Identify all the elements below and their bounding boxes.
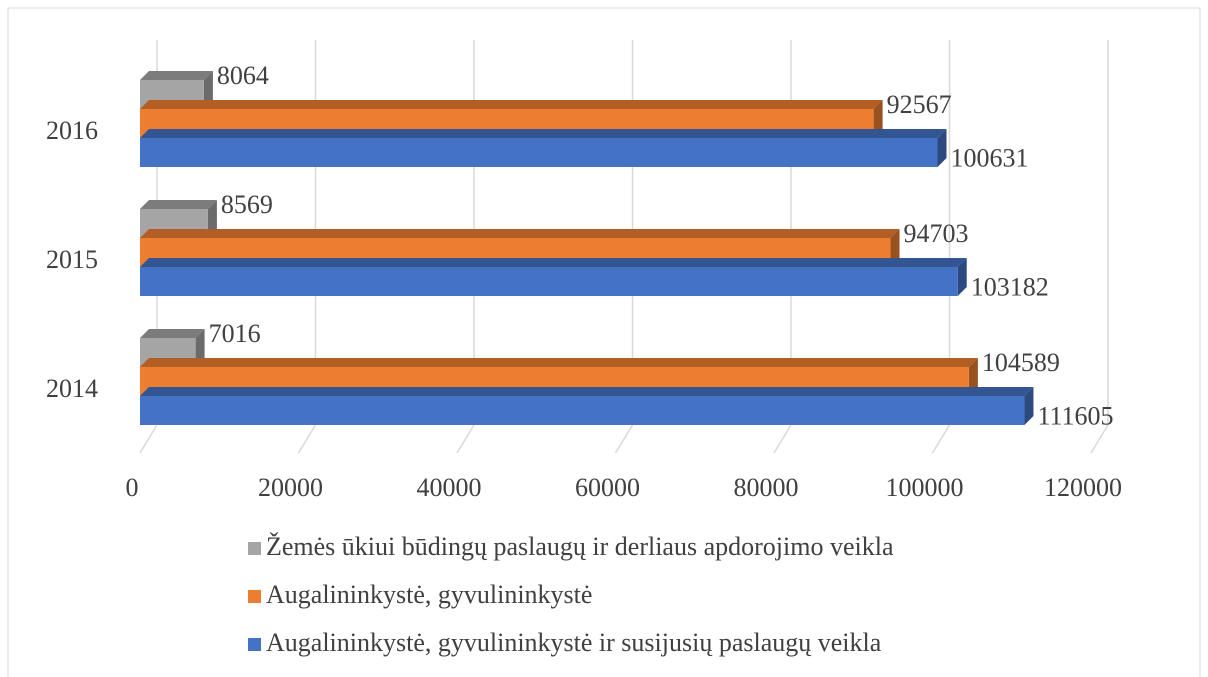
floor-grid-line xyxy=(773,424,792,454)
bar-side-face xyxy=(873,100,883,138)
x-tick-label: 100000 xyxy=(886,473,964,502)
x-tick-label: 20000 xyxy=(258,473,323,502)
data-label: 104589 xyxy=(982,348,1060,377)
legend-label: Augalininkystė, gyvulininkystė xyxy=(266,580,592,609)
bar-top-face xyxy=(140,200,217,209)
floor-grid-line xyxy=(1090,424,1109,454)
y-tick-label: 2015 xyxy=(46,245,98,274)
bar-top-face xyxy=(140,129,947,138)
legend-swatch xyxy=(248,542,261,555)
floor-grid-line xyxy=(297,424,317,454)
legend-swatch xyxy=(248,590,261,603)
bar-side-face xyxy=(207,200,217,238)
bar-side-face xyxy=(968,358,978,396)
floor-grid-line xyxy=(456,424,475,454)
x-tick-label: 60000 xyxy=(575,473,640,502)
floor-grid-line xyxy=(931,424,951,454)
legend-label: Augalininkystė, gyvulininkystė ir susiju… xyxy=(266,628,882,657)
bar xyxy=(140,138,938,167)
bar-top-face xyxy=(140,387,1034,396)
bar-side-face xyxy=(195,329,205,367)
bar xyxy=(140,396,1025,425)
data-label: 92567 xyxy=(887,90,952,119)
y-tick-label: 2016 xyxy=(46,116,98,145)
bar-side-face xyxy=(203,71,213,109)
bar-side-face xyxy=(890,229,900,267)
data-label: 8064 xyxy=(217,61,269,90)
data-label: 94703 xyxy=(904,219,969,248)
x-tick-label: 120000 xyxy=(1044,473,1122,502)
bar-top-face xyxy=(140,229,900,238)
data-label: 103182 xyxy=(971,272,1049,301)
bar-top-face xyxy=(140,358,978,367)
x-tick-label: 80000 xyxy=(734,473,799,502)
legend-swatch xyxy=(248,638,261,651)
x-tick-label: 0 xyxy=(126,473,139,502)
bar-side-face xyxy=(957,258,967,296)
data-label: 100631 xyxy=(951,143,1029,172)
bar-side-face xyxy=(1024,387,1034,425)
data-label: 7016 xyxy=(209,319,261,348)
bar-top-face xyxy=(140,100,883,109)
y-tick-label: 2014 xyxy=(46,374,98,403)
floor-grid-line xyxy=(139,424,158,454)
bar xyxy=(140,267,958,296)
x-tick-label: 40000 xyxy=(417,473,482,502)
data-label: 8569 xyxy=(221,190,273,219)
bar-top-face xyxy=(140,71,213,80)
bar-top-face xyxy=(140,258,967,267)
floor-grid-line xyxy=(614,424,634,454)
bar-top-face xyxy=(140,329,205,338)
data-label: 111605 xyxy=(1037,401,1113,430)
legend-label: Žemės ūkiui būdingų paslaugų ir derliaus… xyxy=(266,532,894,561)
bar-side-face xyxy=(937,129,947,167)
